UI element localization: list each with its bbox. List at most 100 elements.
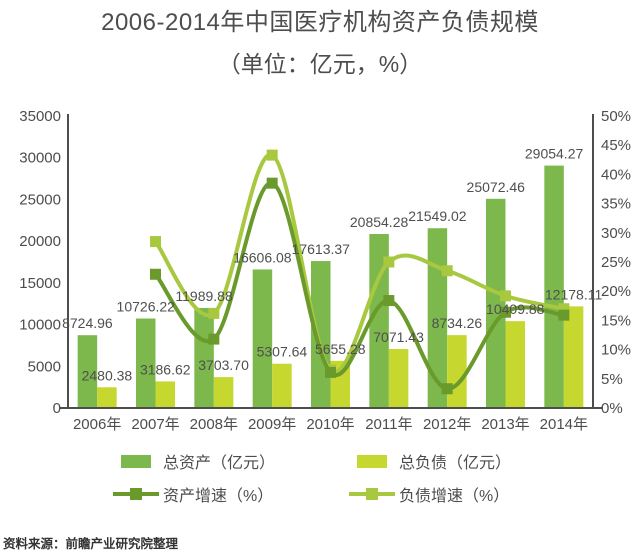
value-label-total-assets-2012年: 21549.02 <box>408 208 467 224</box>
bar-total-assets-2007年 <box>136 318 156 408</box>
marker-asset-growth-rate-7 <box>558 309 570 321</box>
value-label-total-assets-2009年: 16606.08 <box>233 249 292 265</box>
value-label-total-assets-2014年: 29054.27 <box>525 146 584 162</box>
bar-total-assets-2011年 <box>369 234 389 408</box>
marker-asset-growth-rate-2 <box>266 177 278 189</box>
value-label-total-liabilities-2014年: 12178.11 <box>545 286 603 302</box>
legend-swatch-asset-growth-rate <box>112 487 160 501</box>
left-axis-tick-35000: 35000 <box>19 108 61 125</box>
left-axis-tick-25000: 25000 <box>19 191 61 208</box>
value-label-total-liabilities-2013年: 10409.88 <box>486 301 545 317</box>
bar-total-liabilities-2012年 <box>447 335 467 408</box>
right-axis-tick-5%: 5% <box>601 371 623 388</box>
bar-total-assets-2014年 <box>544 165 564 408</box>
marker-liability-growth-rate-4 <box>383 256 395 268</box>
right-axis-tick-10%: 10% <box>601 342 631 359</box>
bar-total-liabilities-2014年 <box>563 306 584 408</box>
value-label-total-assets-2006年: 8724.96 <box>62 315 113 331</box>
chart-subtitle: （单位：亿元，%） <box>217 51 423 77</box>
legend-swatch-total-assets <box>112 454 160 468</box>
legend-item-total-assets: 总资产（亿元） <box>112 452 348 472</box>
line-swatch-marker <box>130 488 142 500</box>
marker-liability-growth-rate-2 <box>266 149 278 161</box>
left-axis-tick-5000: 5000 <box>28 358 61 375</box>
value-label-total-liabilities-2008年: 3703.70 <box>198 357 249 373</box>
left-axis-tick-30000: 30000 <box>19 150 61 167</box>
line-asset-growth-rate <box>153 181 566 391</box>
bar-swatch-icon <box>121 454 151 468</box>
marker-liability-growth-rate-5 <box>441 265 453 277</box>
right-axis-tick-40%: 40% <box>601 166 631 183</box>
value-label-total-liabilities-2006年: 2480.38 <box>82 367 133 383</box>
legend-label-liability-growth-rate: 负债增速（%） <box>399 488 510 505</box>
marker-asset-growth-rate-6 <box>500 306 511 318</box>
bar-total-liabilities-2013年 <box>505 321 525 408</box>
value-label-total-assets-2008年: 11989.88 <box>175 288 233 304</box>
value-label-total-assets-2010年: 17613.37 <box>292 241 351 257</box>
x-axis-label-2009年: 2009年 <box>248 416 296 433</box>
value-label-total-liabilities-2012年: 8734.26 <box>432 315 483 331</box>
marker-asset-growth-rate-5 <box>441 383 453 395</box>
bar-total-liabilities-2011年 <box>388 349 409 408</box>
marker-asset-growth-rate-3 <box>325 366 336 378</box>
chart-legend: 总资产（亿元） 总负债（亿元） 资产增速（%） 负债增速（%） <box>112 452 584 505</box>
value-label-total-liabilities-2010年: 5655.28 <box>315 341 366 357</box>
source-note: 资料来源：前瞻产业研究院整理 <box>3 537 179 551</box>
x-axis-label-2008年: 2008年 <box>190 416 238 433</box>
combo-bar-line-chart: 0 5000 10000 15000 20000 25000 30000 35000 0% 5% 1… <box>19 108 631 433</box>
right-axis-tick-45%: 45% <box>601 137 631 154</box>
left-axis-tick-15000: 15000 <box>19 275 61 292</box>
legend-item-asset-growth-rate: 资产增速（%） <box>112 485 348 505</box>
right-axis-tick-50%: 50% <box>601 108 631 125</box>
left-axis-tick-0: 0 <box>53 400 61 417</box>
left-axis-tick-10000: 10000 <box>19 317 61 334</box>
x-axis-label-2010年: 2010年 <box>306 416 354 433</box>
right-axis-tick-0%: 0% <box>601 400 623 417</box>
right-axis-tick-25%: 25% <box>601 254 631 271</box>
value-label-total-assets-2013年: 25072.46 <box>467 179 526 195</box>
bar-swatch-icon <box>357 454 387 468</box>
x-axis-label-2007年: 2007年 <box>131 416 179 433</box>
marker-liability-growth-rate-7 <box>558 303 570 315</box>
legend-label-total-liabilities: 总负债（亿元） <box>399 455 512 472</box>
value-label-total-liabilities-2009年: 5307.64 <box>257 344 308 360</box>
legend-swatch-liability-growth-rate <box>348 487 396 501</box>
right-axis-tick-30%: 30% <box>601 225 631 242</box>
bar-total-assets-2008年 <box>194 307 214 408</box>
marker-liability-growth-rate-6 <box>500 290 511 302</box>
marker-asset-growth-rate-0 <box>150 268 161 280</box>
legend-item-total-liabilities: 总负债（亿元） <box>348 452 584 472</box>
legend-swatch-total-liabilities <box>348 454 396 468</box>
marker-liability-growth-rate-1 <box>208 307 220 319</box>
bar-total-liabilities-2008年 <box>213 377 234 408</box>
legend-item-liability-growth-rate: 负债增速（%） <box>348 485 584 505</box>
marker-liability-growth-rate-0 <box>150 236 161 248</box>
bar-total-liabilities-2006年 <box>97 387 117 408</box>
left-axis-tick-20000: 20000 <box>19 233 61 250</box>
legend-label-asset-growth-rate: 资产增速（%） <box>163 488 274 505</box>
x-axis-label-2012年: 2012年 <box>423 416 471 433</box>
x-axis-label-2014年: 2014年 <box>540 416 588 433</box>
value-label-total-assets-2007年: 10726.22 <box>117 299 176 315</box>
line-swatch-marker <box>366 488 378 500</box>
bar-total-assets-2009年 <box>252 269 273 408</box>
value-label-total-liabilities-2007年: 3186.62 <box>140 361 191 377</box>
x-axis-label-2011年: 2011年 <box>365 416 412 433</box>
bar-total-assets-2006年 <box>77 335 98 408</box>
x-axis-label-2006年: 2006年 <box>73 416 121 433</box>
right-axis-tick-15%: 15% <box>601 312 631 329</box>
line-swatch-icon <box>349 487 395 501</box>
value-label-total-liabilities-2011年: 7071.43 <box>373 329 424 345</box>
bar-total-liabilities-2009年 <box>272 363 292 408</box>
right-axis-tick-20%: 20% <box>601 283 631 300</box>
line-swatch-icon <box>113 487 159 501</box>
right-axis-tick-35%: 35% <box>601 196 631 213</box>
bar-total-assets-2013年 <box>486 198 506 408</box>
value-label-total-assets-2011年: 20854.28 <box>350 214 409 230</box>
chart-title: 2006-2014年中国医疗机构资产负债规模 <box>101 9 539 36</box>
marker-asset-growth-rate-1 <box>208 333 220 345</box>
x-axis-label-2013年: 2013年 <box>481 416 529 433</box>
marker-asset-growth-rate-4 <box>383 295 395 307</box>
bar-total-liabilities-2007年 <box>155 381 175 408</box>
